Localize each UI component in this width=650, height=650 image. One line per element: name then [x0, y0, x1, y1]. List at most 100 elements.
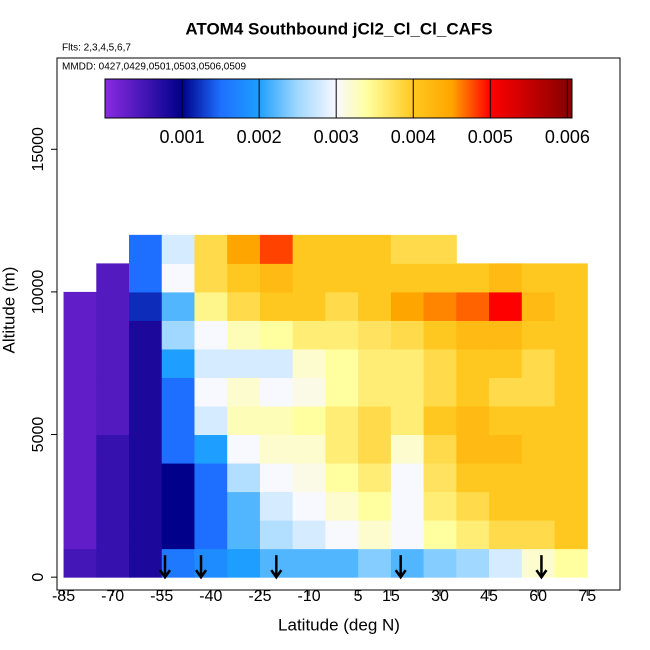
heat-cell [129, 463, 163, 493]
heat-cell [63, 548, 97, 578]
x-axis-label: Latitude (deg N) [278, 615, 400, 634]
heat-cell [423, 234, 457, 264]
heat-cell [554, 348, 588, 378]
heat-cell [489, 291, 523, 321]
heat-cell [456, 263, 490, 293]
heat-cell [227, 520, 261, 550]
heat-cell [63, 491, 97, 521]
heat-cell [129, 320, 163, 350]
heat-cell [63, 377, 97, 407]
heat-cell [521, 348, 556, 378]
heat-cell [358, 320, 392, 350]
colorbar [104, 78, 573, 119]
heat-cell [161, 234, 195, 264]
flight-arrow [394, 555, 407, 580]
heat-cell [554, 434, 588, 464]
heat-cell [194, 320, 228, 350]
heat-cell [259, 377, 294, 407]
colorbar-tick-label: 0.003 [314, 127, 359, 147]
y-axis-label: Altitude (m) [0, 267, 18, 354]
heat-cell [521, 463, 556, 493]
heat-cell [259, 348, 294, 378]
heat-cell [325, 406, 359, 436]
heat-cell [63, 463, 97, 493]
heat-cell [63, 406, 97, 436]
heat-cell [390, 491, 425, 521]
arrow-head [158, 569, 172, 580]
heat-cell [521, 520, 556, 550]
heat-cell [456, 463, 490, 493]
colorbar-tick-label: 0.002 [237, 127, 282, 147]
heat-cell [96, 263, 130, 293]
heat-cell [456, 320, 490, 350]
heat-cell [521, 377, 556, 407]
heat-cell [554, 520, 588, 550]
heat-cell [456, 434, 490, 464]
heat-cell [227, 406, 261, 436]
heat-cell [423, 548, 457, 578]
x-tick-label: 15 [382, 588, 400, 605]
heat-cell [227, 348, 261, 378]
heat-cell [423, 520, 457, 550]
heat-cell [227, 320, 261, 350]
heat-cell [423, 348, 457, 378]
x-tick-label: -55 [150, 588, 173, 605]
heat-cell [456, 491, 490, 521]
heat-cell [63, 434, 97, 464]
heat-cell [259, 291, 294, 321]
heat-cell [325, 491, 359, 521]
heat-cell [521, 291, 556, 321]
heat-cell [358, 348, 392, 378]
x-tick-label: 45 [480, 588, 498, 605]
heat-cell [358, 491, 392, 521]
heat-cell [358, 291, 392, 321]
heat-cell [423, 406, 457, 436]
heat-cell [325, 463, 359, 493]
heat-cell [292, 406, 326, 436]
heat-cell [292, 491, 326, 521]
heat-cell [358, 434, 392, 464]
heat-cell [358, 548, 392, 578]
heat-cell [521, 263, 556, 293]
heat-cell [554, 263, 588, 293]
heat-cell [227, 491, 261, 521]
heat-cell [423, 320, 457, 350]
heat-cell [96, 320, 130, 350]
heat-cell [96, 548, 130, 578]
heat-cell [194, 291, 228, 321]
x-tick-label: -10 [297, 588, 320, 605]
heat-cell [456, 291, 490, 321]
heat-cell [292, 263, 326, 293]
heat-cell [129, 434, 163, 464]
heat-cell [390, 234, 425, 264]
heat-cell [521, 320, 556, 350]
heat-cell [325, 291, 359, 321]
heat-cell [161, 463, 195, 493]
heat-cell [358, 377, 392, 407]
heat-cell [554, 377, 588, 407]
heat-cell [259, 320, 294, 350]
heat-cell [194, 520, 228, 550]
heat-cell [358, 406, 392, 436]
heat-cell [259, 491, 294, 521]
heat-cell [129, 491, 163, 521]
heat-cell [129, 377, 163, 407]
annotation: MMDD: 0427,0429,0501,0503,0506,0509 [62, 62, 246, 73]
heat-cell [129, 291, 163, 321]
heat-cell [96, 434, 130, 464]
colorbar-tick-label: 0.005 [468, 127, 513, 147]
heat-cell [390, 263, 425, 293]
heat-cell [554, 320, 588, 350]
heat-cell [292, 234, 326, 264]
heat-cell [129, 520, 163, 550]
y-tick-label: 15000 [30, 127, 47, 172]
heat-cell [390, 406, 425, 436]
heat-cell [456, 377, 490, 407]
heat-cell [390, 291, 425, 321]
heat-cell [521, 406, 556, 436]
heat-cell [390, 520, 425, 550]
heat-cell [292, 463, 326, 493]
heat-cell [259, 406, 294, 436]
heat-cell [489, 434, 523, 464]
